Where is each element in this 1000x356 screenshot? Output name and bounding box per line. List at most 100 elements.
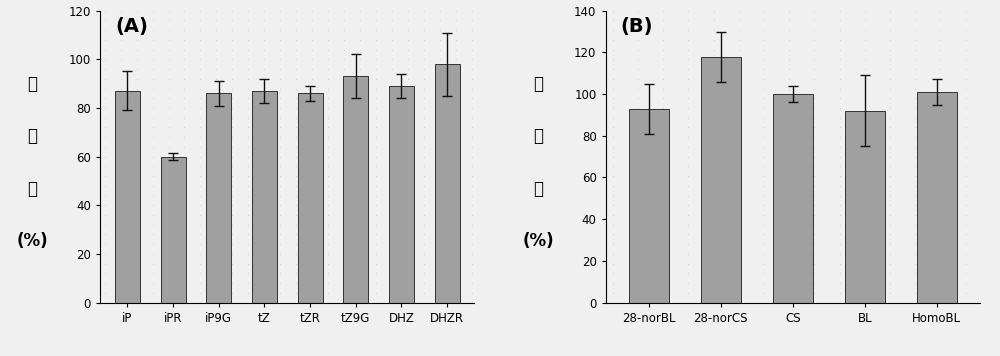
Point: [832, 47, 848, 52]
Point: [320, 144, 336, 150]
Point: [97, 57, 113, 62]
Point: [272, 212, 288, 218]
Point: [161, 222, 177, 227]
Text: 回: 回: [533, 75, 543, 93]
Point: [304, 183, 320, 189]
Point: [97, 17, 113, 23]
Point: [832, 144, 848, 150]
Point: [781, 212, 797, 218]
Point: [208, 154, 224, 159]
Bar: [845, 111, 885, 303]
Point: [416, 271, 432, 276]
Point: [161, 300, 177, 305]
Point: [806, 125, 822, 130]
Point: [806, 95, 822, 101]
Point: [352, 144, 368, 150]
Point: [208, 76, 224, 82]
Point: [416, 261, 432, 267]
Point: [432, 241, 448, 247]
Point: [781, 222, 797, 227]
Point: [272, 144, 288, 150]
Point: [605, 144, 621, 150]
Point: [448, 37, 464, 43]
Point: [240, 76, 256, 82]
Point: [932, 300, 948, 305]
Point: [224, 280, 240, 286]
Point: [731, 193, 747, 198]
Point: [176, 222, 192, 227]
Point: [882, 105, 898, 111]
Point: [781, 37, 797, 43]
Point: [480, 290, 496, 296]
Point: [336, 271, 352, 276]
Point: [731, 66, 747, 72]
Point: [176, 154, 192, 159]
Point: [832, 300, 848, 305]
Point: [192, 86, 208, 91]
Point: [400, 193, 416, 198]
Bar: [206, 93, 231, 303]
Point: [706, 125, 722, 130]
Point: [857, 154, 873, 159]
Point: [932, 125, 948, 130]
Point: [272, 37, 288, 43]
Point: [832, 86, 848, 91]
Point: [832, 66, 848, 72]
Point: [113, 27, 129, 33]
Point: [448, 57, 464, 62]
Point: [304, 173, 320, 179]
Point: [680, 222, 696, 227]
Point: [288, 76, 304, 82]
Point: [304, 232, 320, 237]
Point: [907, 193, 923, 198]
Point: [680, 212, 696, 218]
Point: [756, 115, 772, 121]
Point: [781, 105, 797, 111]
Point: [731, 86, 747, 91]
Point: [958, 37, 974, 43]
Point: [655, 37, 671, 43]
Point: [320, 300, 336, 305]
Point: [288, 134, 304, 140]
Point: [129, 86, 145, 91]
Point: [882, 251, 898, 257]
Point: [630, 144, 646, 150]
Point: [320, 163, 336, 169]
Point: [97, 212, 113, 218]
Point: [320, 86, 336, 91]
Point: [208, 8, 224, 14]
Point: [161, 47, 177, 52]
Point: [208, 261, 224, 267]
Point: [680, 115, 696, 121]
Point: [983, 212, 999, 218]
Point: [630, 95, 646, 101]
Point: [832, 37, 848, 43]
Point: [882, 57, 898, 62]
Point: [416, 8, 432, 14]
Point: [882, 27, 898, 33]
Point: [832, 57, 848, 62]
Point: [655, 144, 671, 150]
Text: 率: 率: [28, 180, 38, 198]
Point: [958, 163, 974, 169]
Point: [731, 27, 747, 33]
Point: [680, 125, 696, 130]
Point: [432, 95, 448, 101]
Point: [448, 115, 464, 121]
Point: [304, 261, 320, 267]
Point: [806, 173, 822, 179]
Point: [857, 251, 873, 257]
Point: [336, 183, 352, 189]
Point: [320, 290, 336, 296]
Point: [655, 66, 671, 72]
Point: [145, 134, 161, 140]
Point: [448, 232, 464, 237]
Point: [464, 8, 480, 14]
Point: [448, 76, 464, 82]
Point: [129, 37, 145, 43]
Point: [192, 144, 208, 150]
Point: [781, 17, 797, 23]
Point: [806, 47, 822, 52]
Point: [958, 222, 974, 227]
Point: [192, 203, 208, 208]
